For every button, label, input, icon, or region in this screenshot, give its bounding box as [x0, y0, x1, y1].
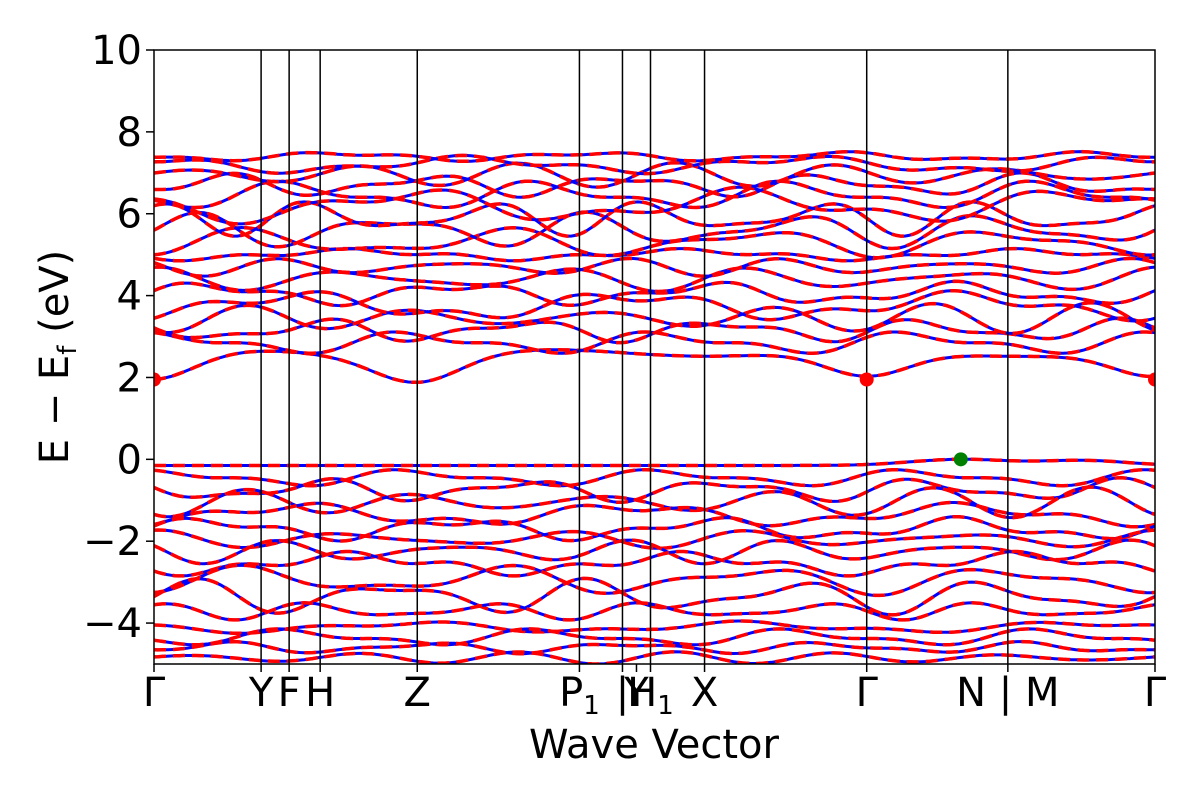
- y-tick-label: −2: [83, 519, 142, 565]
- x-tick-label: Z: [404, 670, 431, 716]
- x-tick-label: Γ: [143, 670, 166, 716]
- x-axis-label: Wave Vector: [529, 722, 780, 768]
- y-tick-label: 0: [117, 437, 142, 483]
- valence-band-line-dashed: [154, 457, 1155, 468]
- x-tick-label-text: Γ: [143, 670, 166, 716]
- y-tick-label: 2: [117, 355, 142, 401]
- x-tick-label: F: [278, 670, 301, 716]
- x-tick-label-text: Z: [404, 670, 431, 716]
- x-tick-label-text: H: [627, 670, 657, 716]
- valence-band-line-dashed: [154, 619, 1155, 636]
- x-tick-label-text: P: [559, 670, 583, 716]
- x-tick-label-sub: 1: [657, 691, 674, 721]
- cbm-point: [1148, 372, 1155, 387]
- y-axis-label-unit: (eV): [32, 250, 78, 346]
- y-axis: 10 8 6 4 2 0 −2 −4: [83, 28, 154, 647]
- x-tick-label: N | M: [956, 670, 1059, 716]
- valence-band-line-dashed: [154, 467, 1155, 488]
- x-tick-label: H: [305, 670, 335, 716]
- x-tick-label-text: X: [691, 670, 718, 716]
- x-tick-label-text: Γ: [1144, 670, 1167, 716]
- x-tick-label: H1: [627, 670, 674, 721]
- y-tick-label: −4: [83, 601, 142, 647]
- x-tick-label-text: Γ: [856, 670, 879, 716]
- cbm-point: [154, 372, 161, 387]
- conduction-band-line-dashed: [154, 316, 1155, 345]
- valence-band-line-dashed: [154, 476, 1155, 505]
- x-tick-label-text: Y: [248, 670, 274, 716]
- x-tick-label-text: N | M: [956, 670, 1059, 716]
- x-tick-label-sub: 1: [583, 691, 600, 721]
- x-tick-label: X: [691, 670, 718, 716]
- cbm-point: [859, 372, 874, 387]
- x-tick-label-text: Y: [623, 670, 649, 716]
- x-tick-label: Γ: [1144, 670, 1167, 716]
- conduction-band-line-dashed: [154, 246, 1155, 263]
- vbm-point: [953, 452, 968, 467]
- x-tick-label-text: H: [305, 670, 335, 716]
- valence-band-line-dashed: [154, 627, 1155, 647]
- plot-frame: [153, 49, 1156, 665]
- y-tick-label: 4: [117, 274, 142, 320]
- conduction-band-line-dashed: [154, 153, 1155, 176]
- x-tick-label-text: F: [278, 670, 301, 716]
- y-axis-label-sub: f: [53, 345, 83, 355]
- y-tick-label: 6: [117, 192, 142, 238]
- y-tick-label: 10: [91, 28, 142, 74]
- x-tick-label: Γ: [856, 670, 879, 716]
- x-tick-label: |: [616, 670, 629, 716]
- valence-band-line-dashed: [154, 528, 1155, 551]
- kpoint-lines: [260, 50, 1009, 664]
- x-tick-label-text: |: [616, 670, 629, 716]
- extrema-points: [154, 372, 1155, 467]
- y-tick-label: 8: [117, 110, 142, 156]
- y-axis-label-main: E − E: [32, 355, 78, 465]
- y-axis-label: E − Ef (eV): [32, 250, 83, 465]
- conduction-band-line-dashed: [154, 288, 1155, 323]
- valence-band-line-dashed: [154, 639, 1155, 656]
- valence-band-line-dashed: [154, 650, 1155, 664]
- x-tick-label: P1: [559, 670, 600, 721]
- x-tick-label: Y: [623, 670, 649, 716]
- conduction-band-line-dashed: [154, 149, 1155, 164]
- x-tick-label: Y: [248, 670, 274, 716]
